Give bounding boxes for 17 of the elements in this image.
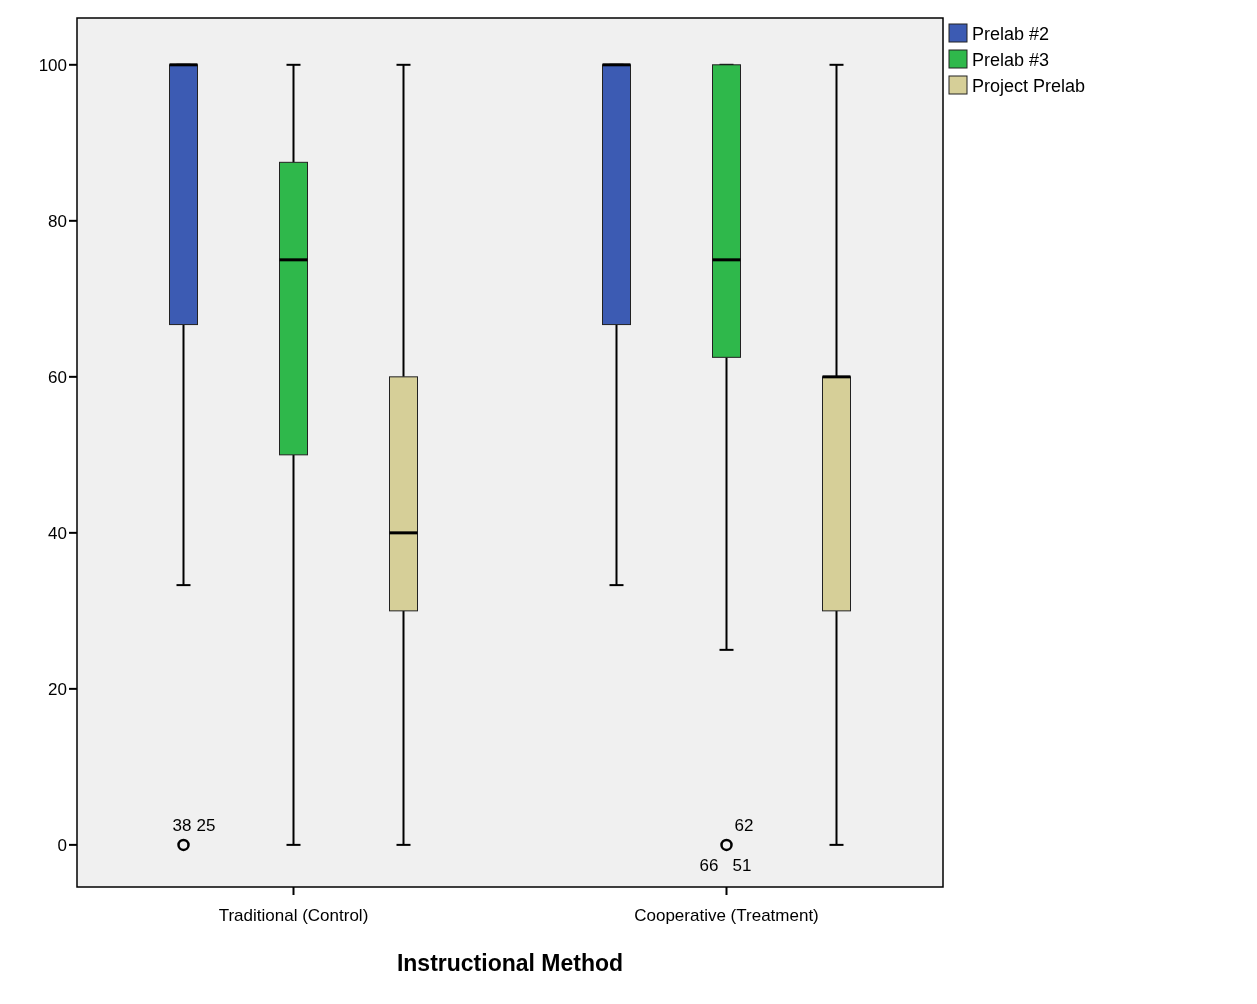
y-tick-label: 0: [57, 835, 67, 855]
annotation: 66: [699, 855, 719, 875]
y-tick-label: 100: [38, 55, 67, 75]
annotation: 25: [196, 815, 216, 835]
x-axis-title: Instructional Method: [396, 950, 624, 976]
y-tick-label: 60: [48, 367, 67, 387]
annotation: 38: [172, 815, 192, 835]
y-tick-label: 20: [48, 679, 67, 699]
y-tick-label: 40: [48, 523, 67, 543]
x-tick-label: Cooperative (Treatment): [634, 906, 819, 925]
legend-label: Prelab #2: [972, 24, 1050, 44]
legend-label: Prelab #3: [972, 50, 1050, 70]
x-tick-label: Traditional (Control): [218, 906, 369, 925]
legend-label: Project Prelab: [972, 76, 1086, 96]
annotation: 62: [734, 815, 754, 835]
annotation: 51: [732, 855, 752, 875]
y-tick-label: 80: [48, 211, 67, 231]
